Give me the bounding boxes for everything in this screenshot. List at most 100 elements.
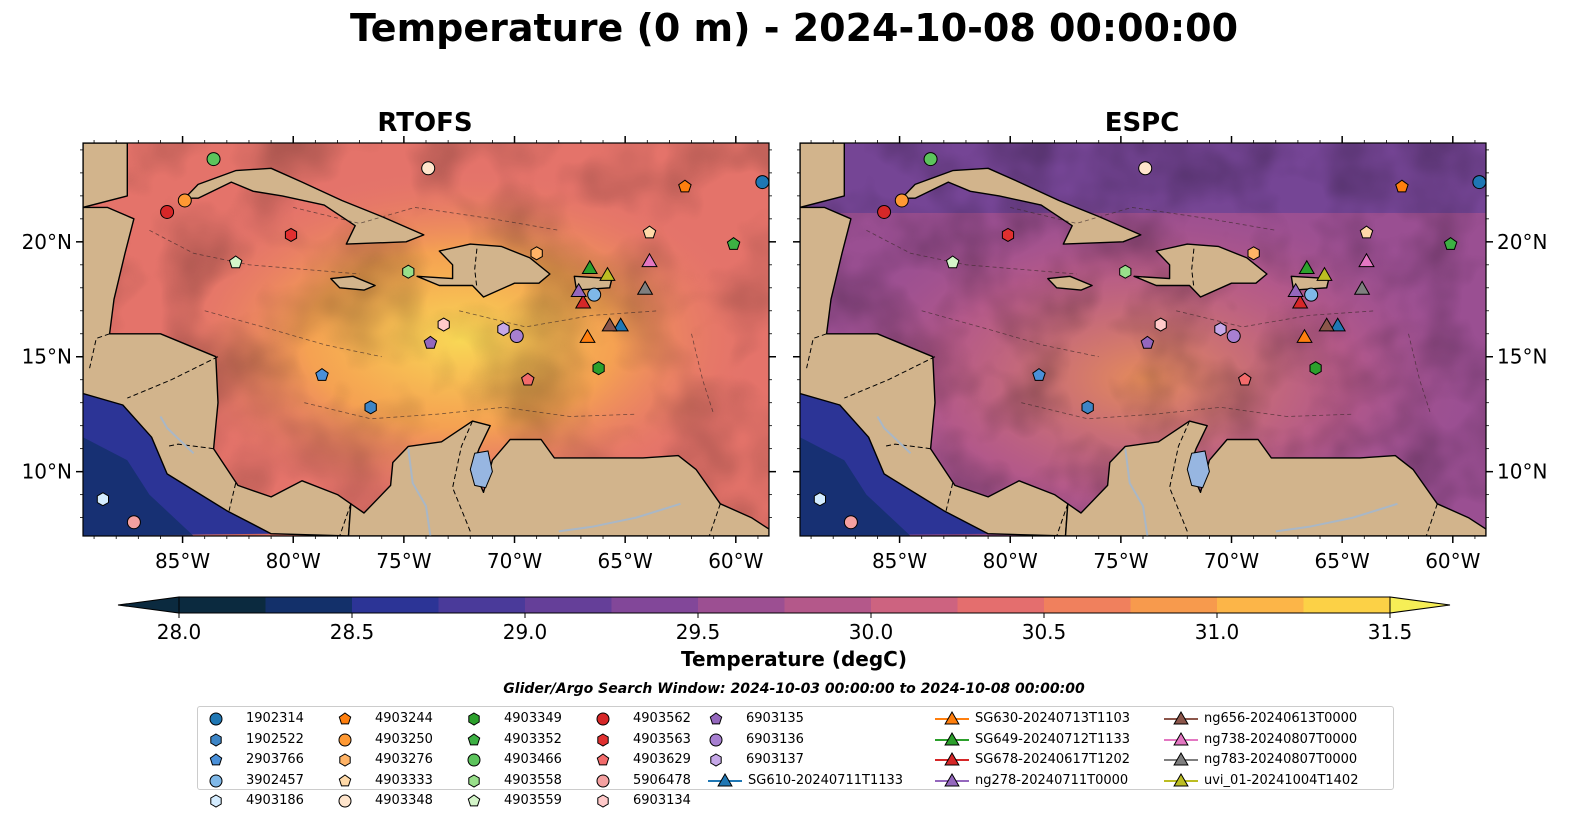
legend-argo-symbol [209,753,223,766]
legend-argo-symbol [468,773,480,788]
argo-float-marker [894,193,909,208]
argo-float-marker [1226,329,1241,344]
argo-float-marker [160,204,175,219]
legend-argo-symbol [338,712,352,725]
argo-float-marker [1395,179,1409,193]
argo-float-marker [423,335,438,349]
glider-marker [579,328,596,343]
legend-argo-symbol [467,732,481,745]
argo-float-marker [755,175,769,190]
legend-item-label: ng278-20240711T0000 [975,772,1129,788]
argo-float-marker [726,236,741,250]
argo-float-marker [1138,161,1153,176]
legend-item-label: SG630-20240713T1103 [975,711,1131,726]
lon-tick-label: 85°W [155,549,210,573]
glider-marker [636,280,654,295]
circle-marker-icon [209,712,223,726]
argo-float-marker [421,161,436,176]
legend-argo-symbol [467,753,481,767]
triangle-marker-icon [1164,751,1198,766]
map-panel-rtofs: 85°W 80°W 75°W 70°W 65°W 60°W 10°N 15°N 20°N [22,136,776,573]
legend-item-label: 5906478 [633,772,691,788]
legend-item-label: 4903558 [504,772,562,788]
triangle-marker-icon [935,710,969,725]
legend-glider-symbol [944,710,960,725]
legend-item-label: 4903348 [375,793,433,808]
map-panel-espc: 85°W 80°W 75°W 70°W 65°W 60°W 10°N 15°N 20°N [793,136,1547,573]
colorbar-tick-label: 31.0 [1195,620,1240,644]
lon-tick-label: 65°W [1315,549,1370,573]
legend-argo-symbol [597,794,609,808]
legend-argo-symbol [597,732,609,747]
colorbar-segment [265,597,353,613]
legend-glider-symbol [1173,772,1189,786]
legend-item-label: 6903136 [746,731,804,747]
legend-item-label: 4903186 [246,793,304,808]
glider-marker [1316,266,1333,281]
lon-tick-label: 75°W [1093,549,1148,573]
argo-float-marker [587,287,602,302]
pentagon-marker-icon [209,753,223,766]
legend-item-label: ng738-20240807T0000 [1204,731,1358,747]
colorbar-tick-label: 30.5 [1022,620,1067,644]
legend-argo-symbol [467,794,481,807]
glider-marker [1318,317,1335,332]
legend-argo-symbol [209,712,223,726]
lon-tick-label: 75°W [376,549,431,573]
pentagon-marker-icon [709,712,723,725]
legend-item-label: 6903135 [746,711,804,726]
legend-item-label: 4903466 [504,752,562,767]
glider-marker [641,252,658,268]
legend-item-label: 4903250 [375,731,433,747]
triangle-marker-icon [1164,772,1198,786]
argo-float-marker [96,492,109,507]
hexagon-marker-icon [468,773,480,788]
colorbar-segment [438,597,526,613]
argo-float-marker [1443,236,1458,250]
argo-float-marker [126,515,141,530]
triangle-marker-icon [935,751,969,766]
legend-item-label: 4903629 [633,752,691,767]
lon-tick-label: 65°W [598,549,653,573]
colorbar-tick-label: 28.5 [330,620,375,644]
glider-marker [601,317,618,332]
argo-float-marker [364,400,377,415]
argo-float-marker [509,329,524,344]
triangle-marker-icon [1164,731,1198,745]
glider-marker [1298,259,1315,274]
legend-item-label: 4903563 [633,731,691,747]
argo-float-marker [678,179,692,193]
colorbar-tick-label: 28.0 [157,620,202,644]
legend-glider-symbol [1173,751,1189,766]
figure-title: Temperature (0 m) - 2024-10-08 00:00:00 [349,6,1239,50]
legend-argo-symbol [338,773,352,786]
hexagon-marker-icon [339,753,351,767]
legend-glider-symbol [944,731,960,745]
legend-item-label: 6903134 [633,793,691,808]
legend-argo-symbol [709,712,723,725]
legend-item-label: uvi_01-20241004T1402 [1204,772,1359,788]
lat-tick-label: 15°N [22,345,72,369]
glider-marker [1329,317,1346,332]
legend-item-label: 4903562 [633,711,691,726]
lon-tick-label: 85°W [872,549,927,573]
colorbar-segment [1044,597,1131,613]
argo-float-marker [1247,246,1260,261]
hexagon-marker-icon [710,753,722,767]
colorbar-segment [1303,597,1391,613]
colorbar-segment [871,597,958,613]
circle-marker-icon [209,774,223,787]
legend-item-label: 1902314 [246,711,304,726]
lon-tick-label: 70°W [487,549,542,573]
legend-argo-symbol [596,753,610,766]
argo-float-marker [284,227,298,242]
legend-item-label: ng783-20240807T0000 [1204,752,1358,767]
hexagon-marker-icon [597,794,609,808]
argo-float-marker [1140,335,1155,349]
argo-float-marker [877,204,892,219]
argo-float-marker [1001,227,1015,242]
argo-float-marker [592,361,605,376]
argo-float-marker [642,225,657,239]
argo-float-marker [315,367,329,381]
